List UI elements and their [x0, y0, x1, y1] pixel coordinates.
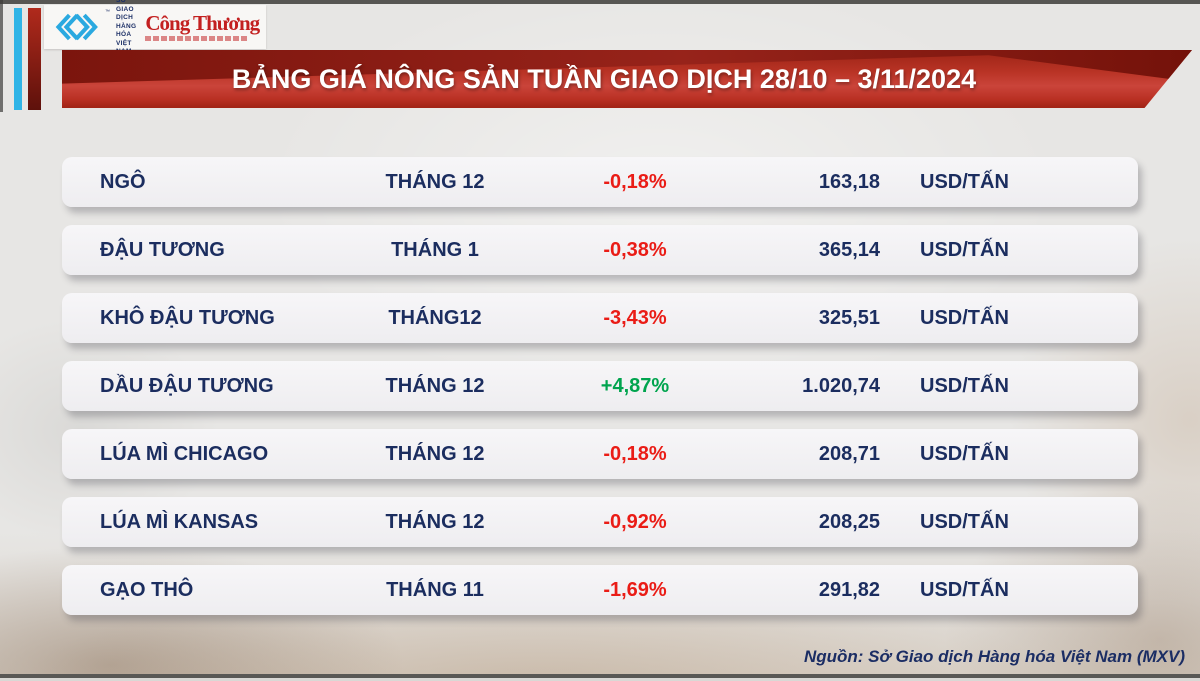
row-unit: USD/TẤN — [920, 374, 1009, 397]
logo-bar: ™ SỞ GIAO DỊCH HÀNG HÓA VIỆT NAM Công Th… — [44, 0, 266, 55]
row-change: +4,87% — [600, 374, 670, 397]
table-row: NGÔ THÁNG 12 -0,18% 163,18 USD/TẤN — [62, 157, 1138, 207]
row-price: 208,71 — [818, 442, 880, 465]
row-change: -1,69% — [603, 578, 667, 601]
row-change: -0,18% — [603, 442, 667, 465]
table-row: LÚA MÌ KANSAS THÁNG 12 -0,92% 208,25 USD… — [62, 497, 1138, 547]
mxv-trademark: ™ — [105, 9, 110, 15]
row-unit: USD/TẤN — [920, 306, 1009, 329]
contract-month: THÁNG12 — [388, 306, 482, 329]
row-change: -0,92% — [603, 510, 667, 533]
row-price: 208,25 — [818, 510, 880, 533]
mxv-line-2: HÀNG HÓA — [116, 22, 137, 39]
mxv-line-1: SỞ GIAO DỊCH — [116, 0, 134, 22]
top-edge-strip — [0, 0, 1200, 4]
contract-month: THÁNG 12 — [385, 510, 485, 533]
bottom-edge-strip — [0, 674, 1200, 678]
contract-month: THÁNG 11 — [386, 578, 484, 601]
contract-month: THÁNG 12 — [385, 170, 485, 193]
commodity-name: DẦU ĐẬU TƯƠNG — [100, 374, 274, 397]
row-unit: USD/TẤN — [920, 578, 1009, 601]
contract-month: THÁNG 12 — [385, 442, 485, 465]
mxv-logo-text: SỞ GIAO DỊCH HÀNG HÓA VIỆT NAM — [116, 0, 136, 57]
commodity-name: ĐẬU TƯƠNG — [100, 238, 225, 261]
table-row: ĐẬU TƯƠNG THÁNG 1 -0,38% 365,14 USD/TẤN — [62, 225, 1138, 275]
commodity-name: GẠO THÔ — [100, 578, 194, 601]
row-unit: USD/TẤN — [920, 442, 1009, 465]
source-credit: Nguồn: Sở Giao dịch Hàng hóa Việt Nam (M… — [803, 647, 1185, 666]
accent-bar-red — [28, 8, 41, 110]
row-price: 163,18 — [818, 170, 880, 193]
row-unit: USD/TẤN — [920, 238, 1009, 261]
row-price: 291,82 — [818, 578, 880, 601]
mxv-logo-icon — [52, 12, 100, 42]
left-edge-strip — [0, 0, 3, 112]
row-unit: USD/TẤN — [920, 170, 1009, 193]
commodity-name: LÚA MÌ CHICAGO — [100, 442, 269, 465]
bottom-edge-highlight — [0, 678, 1200, 681]
contract-month: THÁNG 12 — [385, 374, 485, 397]
congthuong-tagline-decoration — [145, 36, 250, 41]
congthuong-logo-text: Công Thương — [145, 11, 260, 35]
page-title: BẢNG GIÁ NÔNG SẢN TUẦN GIAO DỊCH 28/10 –… — [231, 63, 977, 94]
commodity-name: LÚA MÌ KANSAS — [100, 510, 259, 533]
price-table: NGÔ THÁNG 12 -0,18% 163,18 USD/TẤN ĐẬU T… — [62, 157, 1138, 633]
contract-month: THÁNG 1 — [391, 238, 479, 261]
accent-bar-blue — [14, 8, 22, 110]
row-change: -3,43% — [603, 306, 667, 329]
row-price: 365,14 — [818, 238, 880, 261]
row-price: 1.020,74 — [802, 374, 880, 397]
table-row: DẦU ĐẬU TƯƠNG THÁNG 12 +4,87% 1.020,74 U… — [62, 361, 1138, 411]
table-row: KHÔ ĐẬU TƯƠNG THÁNG12 -3,43% 325,51 USD/… — [62, 293, 1138, 343]
row-change: -0,18% — [603, 170, 667, 193]
congthuong-logo: Công Thương — [145, 11, 260, 41]
row-change: -0,38% — [603, 238, 667, 261]
table-row: GẠO THÔ THÁNG 11 -1,69% 291,82 USD/TẤN — [62, 565, 1138, 615]
row-price: 325,51 — [818, 306, 880, 329]
title-banner: BẢNG GIÁ NÔNG SẢN TUẦN GIAO DỊCH 28/10 –… — [62, 50, 1192, 108]
row-unit: USD/TẤN — [920, 510, 1009, 533]
commodity-name: KHÔ ĐẬU TƯƠNG — [100, 306, 275, 329]
table-row: LÚA MÌ CHICAGO THÁNG 12 -0,18% 208,71 US… — [62, 429, 1138, 479]
commodity-name: NGÔ — [100, 170, 146, 193]
